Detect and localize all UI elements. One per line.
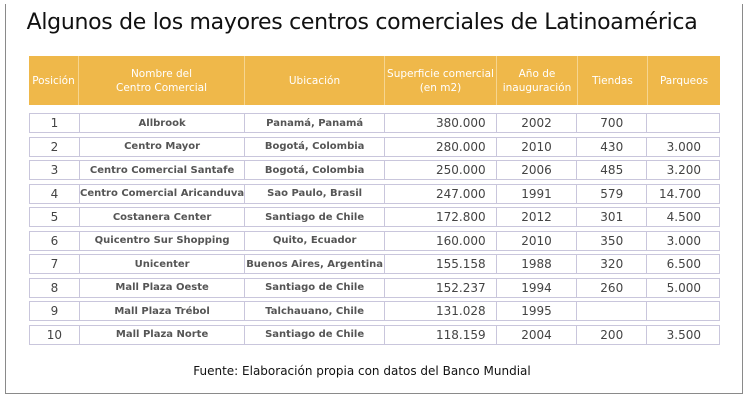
cell-year: 2002 (497, 114, 578, 132)
cell-year: 2012 (497, 208, 578, 226)
table-row: 5 Costanera Center Santiago de Chile 172.80… (29, 207, 720, 227)
cell-stores: 579 (577, 184, 648, 203)
cell-location: Quito, Ecuador (245, 231, 385, 250)
cell-position: 8 (30, 278, 80, 297)
header-parking: Parqueos (659, 74, 709, 87)
cell-area: 280.000 (385, 137, 497, 156)
cell-parking: 4.500 (666, 210, 701, 224)
cell-parking: 3.200 (666, 163, 701, 177)
cell-area: 118.159 (385, 325, 497, 344)
cell-area: 155.158 (385, 255, 497, 273)
cell-position: 3 (30, 161, 80, 179)
cell-parking: 5.000 (666, 280, 701, 295)
cell-year: 1995 (497, 302, 578, 320)
cell-parking (647, 114, 719, 132)
cell-location: Panamá, Panamá (245, 114, 385, 132)
cell-stores: 350 (577, 231, 648, 250)
cell-location: Bogotá, Colombia (245, 161, 385, 179)
cell-parking (647, 302, 719, 320)
cell-position: 4 (30, 184, 80, 203)
cell-stores (577, 302, 648, 320)
cell-location: Bogotá, Colombia (245, 137, 385, 156)
cell-name: Mall Plaza Norte (80, 325, 246, 344)
cell-stores: 320 (577, 255, 648, 273)
table-row: 2 Centro Mayor Bogotá, Colombia 280.000 2010… (29, 136, 720, 157)
cell-stores: 260 (577, 278, 648, 297)
table-row: 8 Mall Plaza Oeste Santiago de Chile 152.23… (29, 277, 720, 298)
cell-position: 1 (30, 114, 80, 132)
table-row: 4 Centro Comercial Aricanduva Sao Paulo, B… (29, 183, 720, 204)
frame (5, 4, 743, 394)
cell-name: Centro Mayor (80, 137, 246, 156)
table-row: 9 Mall Plaza Trébol Talchauano, Chile 131.0… (29, 301, 720, 321)
cell-name: Unicenter (80, 255, 246, 273)
cell-position: 9 (30, 302, 80, 320)
cell-position: 5 (30, 208, 80, 226)
cell-location: Santiago de Chile (245, 208, 385, 226)
cell-area: 380.000 (385, 114, 497, 132)
cell-year: 1994 (497, 278, 578, 297)
cell-name: Mall Plaza Trébol (80, 302, 246, 320)
cell-area: 247.000 (385, 184, 497, 203)
cell-name: Costanera Center (80, 208, 246, 226)
cell-location: Buenos Aires, Argentina (245, 255, 385, 273)
cell-name: Mall Plaza Oeste (80, 278, 246, 297)
cell-position: 10 (30, 325, 80, 344)
table-row: 3 Centro Comercial Santafe Bogotá, Colombi… (29, 160, 720, 180)
cell-location: Talchauano, Chile (245, 302, 385, 320)
cell-year: 2010 (497, 137, 578, 156)
cell-name: Allbrook (80, 114, 246, 132)
header-area: Superficie comercial (en m2) (385, 56, 497, 105)
cell-year: 1988 (497, 255, 578, 273)
cell-location: Santiago de Chile (245, 278, 385, 297)
cell-location: Santiago de Chile (245, 325, 385, 344)
table-row: 6 Quicentro Sur Shopping Quito, Ecuador 160… (29, 230, 720, 251)
header-stores: Tiendas (578, 56, 648, 105)
cell-area: 250.000 (385, 161, 497, 179)
cell-location: Sao Paulo, Brasil (245, 184, 385, 203)
header-position: Posición (29, 56, 79, 105)
header-year: Año de inauguración (497, 56, 578, 105)
cell-area: 131.028 (385, 302, 497, 320)
cell-area: 160.000 (385, 231, 497, 250)
cell-stores: 485 (577, 161, 648, 179)
cell-year: 2006 (497, 161, 578, 179)
cell-year: 2004 (497, 325, 578, 344)
table-row: 7 Unicenter Buenos Aires, Argentina 155.158… (29, 254, 720, 274)
cell-parking: 3.000 (666, 233, 701, 248)
malls-table: Posición Nombre del Centro Comercial Ubica… (29, 56, 720, 345)
cell-name: Centro Comercial Aricanduva (80, 184, 246, 203)
cell-area: 172.800 (385, 208, 497, 226)
cell-parking: 14.700 (658, 186, 701, 201)
header-name: Nombre del Centro Comercial (79, 56, 245, 105)
cell-area: 152.237 (385, 278, 497, 297)
source-note: Fuente: Elaboración propia con datos del… (193, 364, 531, 378)
table-row: 1 Allbrook Panamá, Panamá 380.000 2002 700 (29, 113, 720, 133)
cell-year: 1991 (497, 184, 578, 203)
cell-stores: 430 (577, 137, 648, 156)
cell-name: Quicentro Sur Shopping (80, 231, 246, 250)
cell-name: Centro Comercial Santafe (80, 161, 246, 179)
cell-stores: 301 (577, 208, 648, 226)
cell-parking: 6.500 (666, 257, 701, 271)
cell-parking: 3.500 (666, 327, 701, 342)
cell-parking: 3.000 (666, 139, 701, 154)
cell-position: 2 (30, 137, 80, 156)
cell-year: 2010 (497, 231, 578, 250)
cell-stores: 200 (577, 325, 648, 344)
cell-position: 6 (30, 231, 80, 250)
cell-position: 7 (30, 255, 80, 273)
cell-stores: 700 (577, 114, 648, 132)
page-title: Algunos de los mayores centros comercial… (26, 10, 698, 35)
table-header: Posición Nombre del Centro Comercial Ubica… (29, 56, 720, 105)
header-location: Ubicación (245, 56, 385, 105)
table-row: 10 Mall Plaza Norte Santiago de Chile 118.1… (29, 324, 720, 345)
